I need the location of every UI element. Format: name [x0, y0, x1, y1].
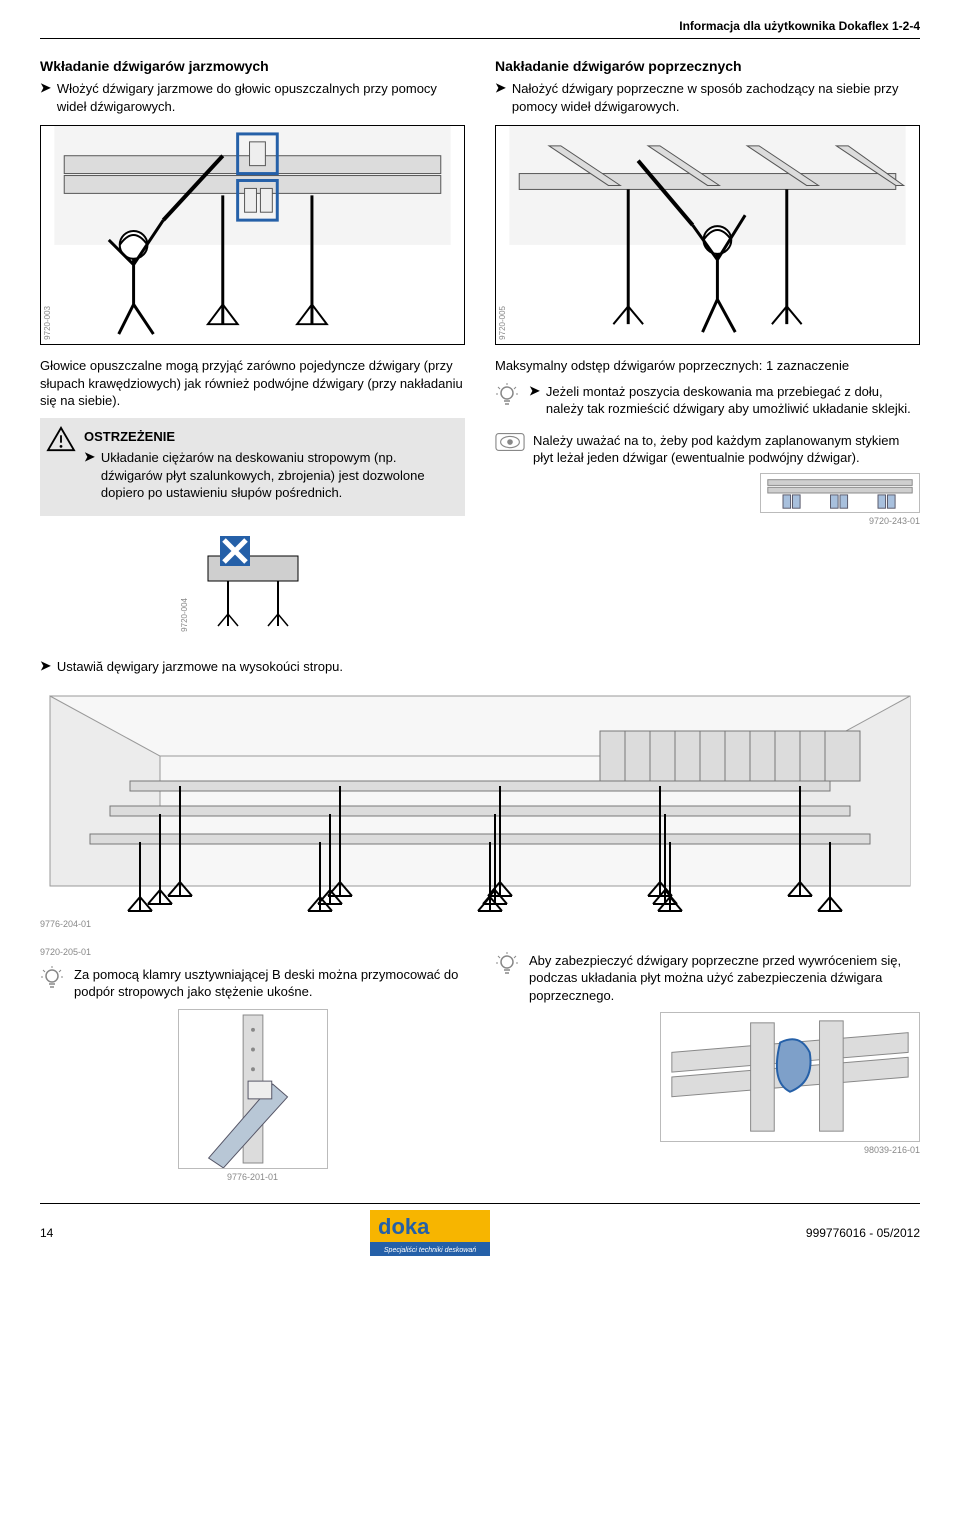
note-block: Należy uważać na to, żeby pod każdym zap… [495, 432, 920, 467]
bullet-set-height-text: Ustawiă dęwigary jarzmowe na wysokoúci s… [57, 658, 343, 676]
figure-right-1: 9720-005 [495, 125, 920, 345]
figure-code: 9720-005 [498, 306, 509, 340]
left-bullet-1-text: Włożyć dźwigary jarzmowe do głowic opusz… [57, 80, 465, 115]
figure-code: 9720-243-01 [760, 515, 920, 527]
figure-prohibited: 9720-004 [178, 526, 328, 636]
right-column: Nakładanie dźwigarów poprzecznych ➤ Nało… [495, 57, 920, 652]
illustration-beam-safety-clip [660, 1012, 920, 1142]
figure-code: 9720-004 [180, 598, 191, 632]
warning-box: OSTRZEŻENIE ➤ Układanie ciężarów na desk… [40, 418, 465, 516]
warning-text: Układanie ciężarów na deskowaniu stropow… [101, 449, 455, 502]
tiny-diagram-wrap: 9720-243-01 [495, 473, 920, 527]
right-bullet-1: ➤ Nałożyć dźwigary poprzeczne w sposób z… [495, 80, 920, 115]
top-columns: Wkładanie dźwigarów jarzmowych ➤ Włożyć … [40, 57, 920, 652]
logo: doka Specjaliści techniki deskowań [370, 1210, 490, 1256]
warning-title: OSTRZEŻENIE [84, 428, 455, 446]
lightbulb-icon [40, 966, 66, 994]
illustration-insert-primary-beams [41, 126, 464, 344]
eye-icon [495, 432, 525, 452]
bottom-right: Aby zabezpieczyć dźwigary poprzeczne prz… [495, 944, 920, 1183]
lightbulb-icon [495, 383, 521, 411]
figure-code: 9720-003 [43, 306, 54, 340]
illustration-brace-clamp [178, 1009, 328, 1169]
hint-block-1: ➤ Jeżeli montaż poszycia deskowania ma p… [495, 383, 920, 422]
lightbulb-icon [495, 952, 521, 980]
hint-bottom-right: Aby zabezpieczyć dźwigary poprzeczne prz… [495, 952, 920, 1005]
bullet-set-height: ➤ Ustawiă dęwigary jarzmowe na wysokoúci… [40, 658, 920, 676]
figure-left-1: 9720-003 [40, 125, 465, 345]
left-bullet-1: ➤ Włożyć dźwigary jarzmowe do głowic opu… [40, 80, 465, 115]
page: Informacja dla użytkownika Dokaflex 1-2-… [0, 0, 960, 1266]
left-column: Wkładanie dźwigarów jarzmowych ➤ Włożyć … [40, 57, 465, 652]
arrow-icon: ➤ [529, 383, 540, 400]
arrow-icon: ➤ [84, 449, 95, 466]
page-header: Informacja dla użytkownika Dokaflex 1-2-… [40, 18, 920, 39]
page-footer: 14 doka Specjaliści techniki deskowań 99… [40, 1203, 920, 1256]
left-title: Wkładanie dźwigarów jarzmowych [40, 57, 465, 76]
bottom-columns: 9720-205-01 Za pomocą klamry usztyw [40, 944, 920, 1183]
figure-code: 98039-216-01 [660, 1144, 920, 1156]
hint-1-text: Jeżeli montaż poszycia deskowania ma prz… [546, 383, 920, 418]
bottom-left: 9720-205-01 Za pomocą klamry usztyw [40, 944, 465, 1183]
right-bullet-1-text: Nałożyć dźwigary poprzeczne w sposób zac… [512, 80, 920, 115]
doc-id: 999776016 - 05/2012 [806, 1225, 920, 1241]
figure-code: 9776-204-01 [40, 918, 920, 930]
small-figure-wrap: 9720-004 [40, 526, 465, 636]
hint-text-1: ➤ Jeżeli montaż poszycia deskowania ma p… [529, 383, 920, 418]
beam-joint-diagram [760, 473, 920, 513]
note-text: Należy uważać na to, żeby pod każdym zap… [533, 432, 920, 467]
left-paragraph-1: Głowice opuszczalne mogą przyjąć zarówno… [40, 357, 465, 410]
illustration-insert-cross-beams [496, 126, 919, 344]
warning-icon [46, 426, 76, 452]
right-title: Nakładanie dźwigarów poprzecznych [495, 57, 920, 76]
figure-wide-assembly [40, 686, 920, 916]
svg-text:doka: doka [378, 1214, 430, 1239]
figure-code: 9776-201-01 [178, 1171, 328, 1183]
arrow-icon: ➤ [40, 80, 51, 97]
illustration-formwork-overview [40, 686, 920, 916]
hint-bottom-right-text: Aby zabezpieczyć dźwigary poprzeczne prz… [529, 952, 920, 1005]
doka-logo-icon: doka Specjaliści techniki deskowań [370, 1210, 490, 1256]
right-para-title: Maksymalny odstęp dźwigarów poprzecznych… [495, 357, 920, 375]
prohibited-icon [178, 526, 328, 636]
hint-bottom-left-text: Za pomocą klamry usztywniającej B deski … [74, 966, 465, 1001]
page-number: 14 [40, 1225, 53, 1241]
arrow-icon: ➤ [40, 658, 51, 675]
hint-bottom-left: Za pomocą klamry usztywniającej B deski … [40, 966, 465, 1001]
arrow-icon: ➤ [495, 80, 506, 97]
figure-code: 9720-205-01 [40, 946, 465, 958]
warning-bullet: ➤ Układanie ciężarów na deskowaniu strop… [84, 449, 455, 502]
svg-text:Specjaliści techniki deskowań: Specjaliści techniki deskowań [384, 1247, 476, 1254]
